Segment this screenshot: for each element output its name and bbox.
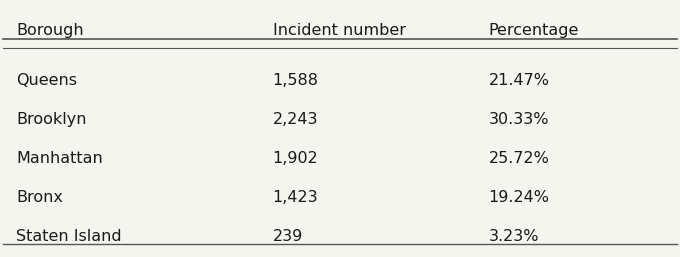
Text: 2,243: 2,243	[273, 112, 318, 127]
Text: 3.23%: 3.23%	[488, 229, 539, 244]
Text: 1,423: 1,423	[273, 190, 318, 205]
Text: 30.33%: 30.33%	[488, 112, 549, 127]
Text: Staten Island: Staten Island	[16, 229, 122, 244]
Text: 19.24%: 19.24%	[488, 190, 549, 205]
Text: 239: 239	[273, 229, 303, 244]
Text: Percentage: Percentage	[488, 23, 579, 38]
Text: 1,902: 1,902	[273, 151, 318, 166]
Text: Manhattan: Manhattan	[16, 151, 103, 166]
Text: Borough: Borough	[16, 23, 84, 38]
Text: 1,588: 1,588	[273, 73, 318, 88]
Text: 21.47%: 21.47%	[488, 73, 549, 88]
Text: Incident number: Incident number	[273, 23, 405, 38]
Text: Brooklyn: Brooklyn	[16, 112, 87, 127]
Text: Queens: Queens	[16, 73, 78, 88]
Text: Bronx: Bronx	[16, 190, 63, 205]
Text: 25.72%: 25.72%	[488, 151, 549, 166]
